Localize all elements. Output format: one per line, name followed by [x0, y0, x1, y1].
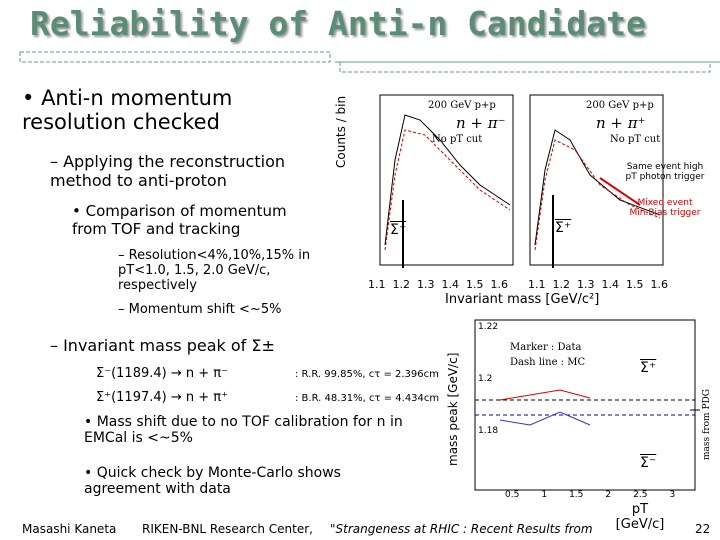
tick-label: 1.5: [569, 490, 584, 500]
title: Reliability of Anti-n Candidate: [30, 4, 646, 43]
label: n + π⁻: [456, 114, 506, 132]
label: Σ⁺: [640, 360, 657, 376]
tick-label: 1.3: [577, 278, 595, 291]
label: Dash line : MC: [510, 357, 586, 368]
tick-label: 1.6: [650, 278, 669, 291]
x-label: Invariant mass [GeV/c²]: [445, 292, 600, 307]
label: mass from PDG: [702, 389, 712, 460]
tick-label: 1.4: [601, 278, 620, 291]
x-ticks: 0.5 1 1.5 2 2.5 3: [505, 490, 675, 500]
frame: [474, 319, 696, 491]
tick-label: 1.4: [441, 278, 460, 291]
tick-label: 1.2: [552, 278, 571, 291]
label: Σ⁺: [555, 220, 572, 236]
strip: [339, 61, 711, 73]
tick-label: 3: [669, 490, 676, 500]
x-label: pT [GeV/c]: [615, 502, 665, 532]
decay: Σ⁺(1197.4) → n + π⁺: [96, 390, 228, 405]
data: [499, 389, 591, 401]
bullet: • Anti-n momentum resolution checked: [22, 86, 233, 134]
strip: [19, 51, 331, 63]
tick-label: 1.1: [528, 278, 546, 291]
tick-label: 1.18: [478, 426, 499, 436]
label: No pT cut: [432, 134, 483, 145]
bullet: – Applying the reconstruction method to …: [50, 152, 285, 190]
decay: Σ⁻(1189.4) → n + π⁻: [96, 366, 228, 381]
data: [499, 411, 591, 426]
note: • Quick check by Monte-Carlo shows agree…: [84, 465, 341, 497]
institute: RIKEN-BNL Research Center,: [142, 522, 313, 536]
talk: "Strangeness at RHIC : Recent Results fr…: [330, 522, 593, 536]
label: Σ⁻: [640, 455, 657, 471]
y-ticks: 1.22 1.2 1.18: [478, 322, 498, 436]
label: 200 GeV p+p: [428, 100, 496, 111]
label: Marker : Data: [510, 342, 582, 353]
page-number: 22: [695, 522, 711, 536]
decay-info: : R.R. 99.85%, cτ = 2.396cm: [295, 369, 439, 380]
label: 200 GeV p+p: [586, 100, 654, 111]
legend: Mixed event Min.Bias trigger: [629, 198, 701, 218]
hist: [534, 139, 661, 251]
label: Σ⁻: [390, 222, 407, 238]
tick-label: 2: [605, 490, 612, 500]
frame: [379, 94, 514, 266]
tick-label: 1.6: [490, 278, 509, 291]
note: • Mass shift due to no TOF calibration f…: [84, 414, 403, 446]
x-ticks: 1.1 1.2 1.3 1.4 1.5 1.6: [368, 278, 508, 291]
bullet: – Resolution<4%,10%,15% in pT<1.0, 1.5, …: [118, 248, 311, 293]
tick-label: 1.22: [478, 322, 499, 332]
tick-label: 1.1: [368, 278, 386, 291]
hist: [384, 129, 511, 251]
bullet: – Invariant mass peak of Σ±: [50, 336, 275, 355]
tick-label: 1.5: [626, 278, 644, 291]
decay-info: : B.R. 48.31%, cτ = 4.434cm: [295, 393, 440, 404]
tick-label: 2.5: [633, 490, 648, 500]
tick-label: 0.5: [505, 490, 520, 500]
y-label: mass peak [GeV/c]: [446, 352, 460, 466]
bullet: – Momentum shift <~5%: [118, 302, 282, 317]
frame: [529, 94, 664, 266]
bullet: • Comparison of momentum from TOF and tr…: [72, 202, 287, 238]
arrow: [599, 177, 641, 206]
tick-label: 1: [541, 490, 548, 500]
hist: [534, 129, 661, 246]
y-label: Counts / bin: [334, 95, 348, 168]
tick-label: 1.2: [478, 374, 493, 384]
label: No pT cut: [610, 134, 661, 145]
tick-label: 1.3: [417, 278, 435, 291]
tick-label: 1.5: [466, 278, 484, 291]
hist: [384, 114, 511, 246]
legend: Same event high pT photon trigger: [625, 162, 705, 182]
label: n + π⁺: [596, 114, 646, 132]
x-ticks: 1.1 1.2 1.3 1.4 1.5 1.6: [528, 278, 668, 291]
tick-label: 1.2: [392, 278, 411, 291]
author: Masashi Kaneta: [22, 522, 117, 536]
